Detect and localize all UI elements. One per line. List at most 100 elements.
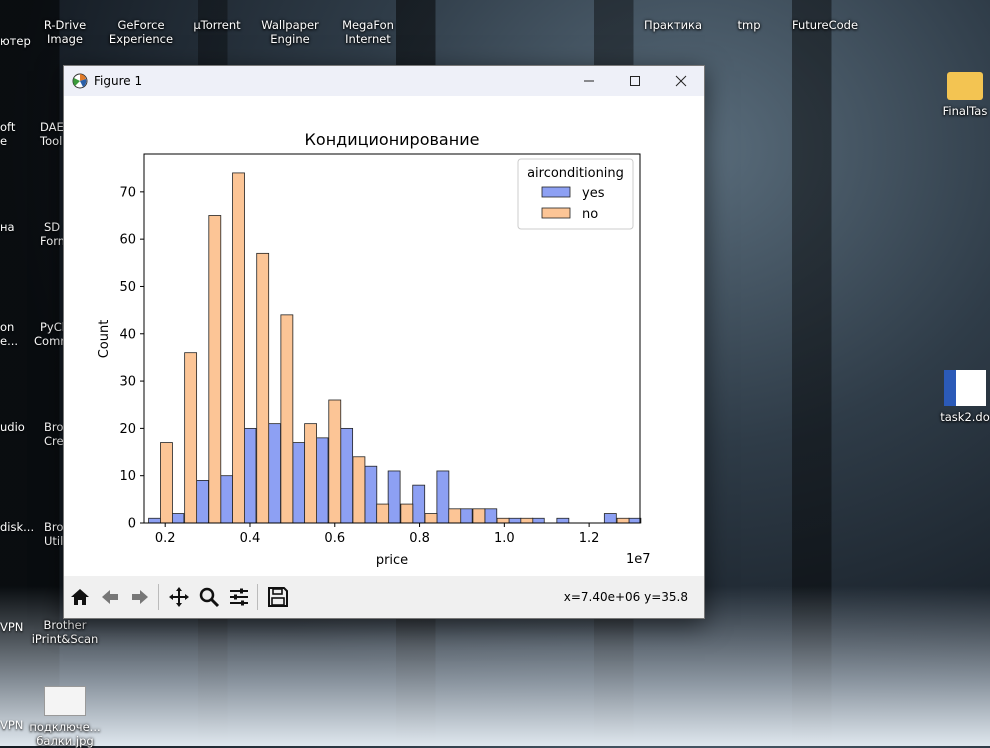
histogram-bar-yes xyxy=(148,517,161,524)
desktop-icon-label: MegaFon xyxy=(342,18,394,32)
desktop-edge-label[interactable]: е... xyxy=(0,334,19,348)
histogram-bar-yes xyxy=(315,437,329,524)
y-tick-label: 60 xyxy=(119,233,136,248)
histogram-bar-yes xyxy=(340,427,354,524)
desktop-icon-brother-iprint[interactable]: Brother iPrint&Scan xyxy=(25,618,105,646)
toolbar-separator xyxy=(158,584,159,610)
desktop-edge-label[interactable]: Bro xyxy=(44,520,64,534)
desktop-file-jpg[interactable]: подключе... балки.jpg xyxy=(25,686,105,748)
desktop-edge-label[interactable]: е xyxy=(0,134,8,148)
configure-subplots-button[interactable] xyxy=(225,583,253,611)
desktop-file-task2-docx[interactable]: task2.do xyxy=(930,370,990,424)
image-file-icon xyxy=(44,686,86,716)
desktop-edge-label[interactable]: Util xyxy=(44,534,64,548)
forward-button[interactable] xyxy=(126,583,154,611)
desktop-icon-r-drive[interactable]: R-Drive Image xyxy=(25,18,105,46)
legend-title: airconditioning xyxy=(527,166,624,181)
pan-button[interactable] xyxy=(165,583,193,611)
sliders-icon xyxy=(230,588,248,606)
histogram-bar-yes xyxy=(268,423,281,524)
desktop-edge-label[interactable]: на xyxy=(0,220,15,234)
desktop-edge-label[interactable]: DAE xyxy=(40,120,64,134)
desktop-folder-futurecode[interactable]: FutureCode xyxy=(785,18,865,32)
histogram-bar-yes xyxy=(531,517,545,524)
x-offset-label: 1e7 xyxy=(626,552,651,567)
histogram-bar-yes xyxy=(220,475,234,524)
histogram-bar-yes xyxy=(459,508,473,524)
magnifier-icon xyxy=(199,587,220,608)
histogram-bar-yes xyxy=(243,427,257,524)
home-button[interactable] xyxy=(66,583,94,611)
maximize-icon xyxy=(630,76,640,86)
desktop-edge-label[interactable]: Bro xyxy=(44,420,64,434)
plot-frame xyxy=(143,153,641,524)
arrow-left-icon xyxy=(102,590,118,604)
desktop-edge-label[interactable]: VPN xyxy=(0,718,24,732)
legend-swatch-no xyxy=(541,207,571,219)
desktop-folder-praktika[interactable]: Практика xyxy=(633,18,713,32)
y-tick-label: 40 xyxy=(119,327,136,342)
histogram-bar-no xyxy=(304,423,317,524)
histogram-bar-yes xyxy=(171,513,185,524)
legend-swatch-yes xyxy=(541,186,571,198)
histogram-bar-yes xyxy=(412,484,426,524)
desktop-folder-tmp[interactable]: tmp xyxy=(709,18,789,32)
desktop-icon-label: Experience xyxy=(108,32,174,46)
histogram-bar-no xyxy=(232,172,245,524)
desktop-edge-label[interactable]: udio xyxy=(0,420,25,434)
histogram-bar-no xyxy=(424,513,438,524)
desktop-edge-label[interactable]: Cre xyxy=(44,434,64,448)
desktop-icon-label: FinalTas xyxy=(942,104,988,118)
histogram-bar-no xyxy=(472,508,486,524)
y-axis-label: Count xyxy=(97,320,112,359)
histogram-bar-no xyxy=(400,503,414,524)
desktop-edge-label[interactable]: on xyxy=(0,320,15,334)
desktop-icon-utorrent[interactable]: µTorrent xyxy=(177,18,257,32)
desktop-icon-megafon[interactable]: MegaFon Internet xyxy=(328,18,408,46)
save-button[interactable] xyxy=(264,583,292,611)
histogram-bar-no xyxy=(376,503,390,524)
histogram-bar-no xyxy=(256,252,270,524)
desktop-edge-label[interactable]: Comm xyxy=(34,334,72,348)
floppy-disk-icon xyxy=(268,587,288,607)
desktop-folder-finaltask[interactable]: FinalTas xyxy=(930,72,990,118)
y-axis: 0 10 20 30 40 50 60 70 xyxy=(119,185,144,532)
x-tick-label: 0.2 xyxy=(155,531,176,546)
desktop-edge-label[interactable]: PyCh xyxy=(40,320,70,334)
desktop-edge-label[interactable]: disk... xyxy=(0,520,35,534)
close-button[interactable] xyxy=(658,66,704,96)
histogram-bar-yes xyxy=(196,480,209,524)
chart-title: Кондиционирование xyxy=(305,130,480,149)
desktop-icon-label: tmp xyxy=(737,18,761,32)
desktop-edge-label[interactable]: oft xyxy=(0,120,16,134)
maximize-button[interactable] xyxy=(612,66,658,96)
desktop-edge-label[interactable]: ютер xyxy=(0,34,31,48)
y-tick-label: 70 xyxy=(119,185,136,200)
window-titlebar[interactable]: Figure 1 xyxy=(64,66,704,96)
histogram-bar-no xyxy=(616,517,630,524)
desktop-icon-label: Brother xyxy=(43,618,87,632)
y-tick-label: 50 xyxy=(119,280,136,295)
desktop-icon-label: FutureCode xyxy=(791,18,859,32)
home-icon xyxy=(71,589,89,605)
desktop-icon-label: подключе... xyxy=(29,720,101,734)
desktop-edge-label[interactable]: Form xyxy=(40,234,69,248)
desktop-edge-label[interactable]: Tools xyxy=(40,134,69,148)
desktop-icon-geforce[interactable]: GeForce Experience xyxy=(101,18,181,46)
figure-toolbar: x=7.40e+06 y=35.8 xyxy=(64,576,704,618)
cursor-coordinates: x=7.40e+06 y=35.8 xyxy=(563,590,688,604)
figure-canvas[interactable]: Кондиционирование 0.2 0.4 0.6 0.8 1.0 1.2 0 10… xyxy=(64,96,704,576)
histogram-bar-yes xyxy=(387,470,401,524)
x-tick-label: 0.6 xyxy=(324,531,345,546)
legend-label-yes: yes xyxy=(582,186,605,201)
desktop-icon-label: R-Drive xyxy=(43,18,87,32)
minimize-button[interactable] xyxy=(566,66,612,96)
desktop-icon-label: балки.jpg xyxy=(36,734,94,748)
back-button[interactable] xyxy=(96,583,124,611)
figure-window[interactable]: Figure 1 Кондиционирование 0.2 0.4 0.6 0.8 1… xyxy=(63,65,705,619)
zoom-button[interactable] xyxy=(195,583,223,611)
legend-label-no: no xyxy=(582,207,598,222)
desktop-edge-label[interactable]: VPN xyxy=(0,620,24,634)
desktop-icon-label: Wallpaper xyxy=(261,18,319,32)
desktop-icon-wallpaper-engine[interactable]: Wallpaper Engine xyxy=(250,18,330,46)
